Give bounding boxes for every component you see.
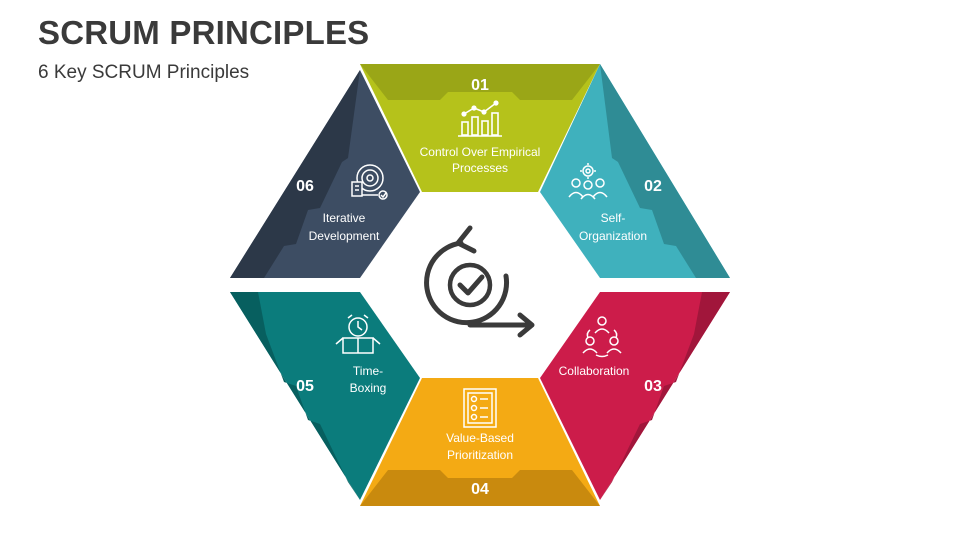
principle-number: 06: [296, 178, 314, 195]
scrum-cycle-check-icon: [424, 225, 535, 338]
page-title: SCRUM PRINCIPLES: [38, 14, 370, 51]
principle-number: 05: [296, 378, 314, 395]
principle-label-line1: Value-Based: [446, 431, 514, 445]
principle-segment-02: 02 Self- Organization: [540, 64, 730, 278]
principle-number: 03: [644, 378, 662, 395]
principle-label-line1: Self-: [601, 211, 626, 225]
principle-label-line2: Development: [309, 229, 380, 243]
principle-label-line2: Organization: [579, 229, 647, 243]
principle-segment-01: 01 Control Over Empirical Processes: [360, 64, 600, 192]
principle-segment-03: 03 Collaboration: [540, 292, 730, 500]
people-cycle-icon: [582, 316, 622, 358]
principle-segment-05: 05 Time- Boxing: [230, 292, 420, 500]
clipboard-checklist-icon: [463, 388, 497, 428]
principle-label-line2: Prioritization: [447, 448, 513, 462]
principle-number: 01: [471, 77, 489, 94]
principle-number: 02: [644, 178, 662, 195]
iteration-cycle-icon: [351, 164, 388, 200]
alarm-clock-box-icon: [335, 314, 381, 354]
principle-label-line1: Control Over Empirical: [420, 145, 541, 159]
principle-label-line1: Time-: [353, 364, 383, 378]
principle-label-line1: Iterative: [323, 211, 366, 225]
team-gear-icon: [568, 163, 608, 200]
bar-chart-trend-icon: [458, 100, 502, 137]
page-subtitle: 6 Key SCRUM Principles: [38, 62, 250, 83]
principle-segment-04: Value-Based Prioritization 04: [360, 378, 600, 506]
principle-number: 04: [471, 481, 489, 498]
principle-label-line2: Boxing: [350, 381, 387, 395]
principle-segment-06: 06 Iterative Development: [230, 70, 420, 278]
principle-label-line1: Collaboration: [559, 364, 630, 378]
principle-label-line2: Processes: [452, 161, 508, 175]
